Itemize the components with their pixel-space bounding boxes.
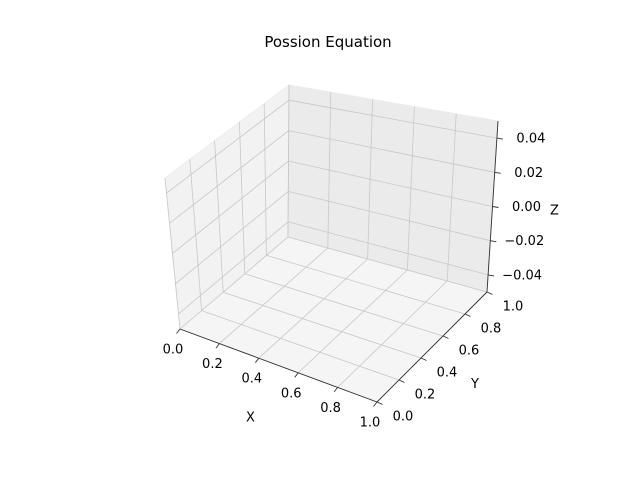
z-grid-back-4	[288, 99, 497, 139]
z-grid-back-0	[287, 221, 489, 276]
y-grid-floor-4	[266, 255, 466, 315]
x-grid-floor-4	[337, 280, 448, 388]
x-tick-label-3: 0.6	[281, 386, 302, 401]
x-grid-floor-2	[258, 258, 368, 359]
y-tick-5	[486, 291, 493, 295]
z-tick-label-3: 0.02	[514, 166, 543, 181]
y-grid-floor-5	[287, 236, 488, 293]
z-grid-left-1	[175, 191, 289, 285]
y-tick-label-4: 0.8	[481, 322, 502, 337]
x-tick-4	[333, 387, 338, 393]
chart-title: Possion Equation	[264, 33, 392, 51]
z-tick-1	[490, 240, 497, 243]
z-grid-back-1	[288, 191, 491, 242]
y-grid-floor-3	[244, 273, 444, 337]
axis-panes	[164, 83, 499, 403]
z-tick-label-1: −0.02	[504, 234, 544, 249]
x-tick-label-1: 0.2	[202, 357, 223, 372]
y-tick-label-3: 0.6	[459, 344, 480, 359]
y-tick-1	[398, 379, 405, 383]
z-tick-2	[492, 206, 499, 208]
z-grid-left-4	[166, 99, 290, 194]
tick-labels: 0.00.20.40.60.81.0 0.00.20.40.60.81.0−0.0…	[163, 132, 546, 431]
y-tick-4	[464, 313, 471, 317]
z-tick-0	[488, 274, 495, 277]
z-grid-back-3	[288, 130, 495, 173]
x-grid-floor-0	[179, 236, 289, 330]
x-tick-2	[254, 357, 260, 363]
y-tick-3	[442, 335, 449, 339]
x-tick-3	[294, 372, 299, 378]
z-grid-left-3	[169, 130, 289, 224]
z-tick-label-4: 0.04	[516, 132, 545, 147]
x-tick-label-4: 0.8	[320, 401, 341, 416]
z-grid-left-0	[178, 221, 289, 315]
z-tick-4	[496, 137, 503, 140]
z-tick-label-0: −0.04	[502, 268, 542, 283]
x-tick-label-5: 1.0	[360, 416, 381, 431]
x-tick-label-0: 0.0	[163, 343, 184, 358]
z-tick-label-2: 0.00	[512, 200, 541, 215]
z-axis-label: Z	[550, 204, 559, 219]
y-tick-label-5: 1.0	[503, 300, 524, 315]
y-grid-floor-2	[223, 291, 422, 359]
y-tick-0	[376, 401, 383, 405]
y-axis-label: Y	[470, 377, 479, 392]
y-grid-floor-1	[201, 310, 400, 381]
z-tick-3	[494, 171, 501, 174]
x-grid-floor-1	[219, 247, 329, 344]
y-tick-label-1: 0.2	[415, 388, 436, 403]
x-grid-floor-3	[297, 269, 408, 374]
x-tick-5	[373, 401, 378, 407]
x-tick-label-2: 0.4	[241, 372, 262, 387]
x-tick-0	[176, 328, 181, 334]
y-tick-2	[420, 357, 427, 361]
z-grid-left-2	[172, 160, 289, 254]
x-tick-1	[215, 343, 220, 349]
x-axis-line	[179, 328, 378, 403]
y-tick-label-2: 0.4	[437, 366, 458, 381]
tick-marks	[176, 137, 503, 407]
y-axis-line	[376, 291, 488, 403]
y-tick-label-0: 0.0	[393, 410, 414, 425]
x-axis-label: X	[246, 411, 255, 426]
z-grid-back-2	[288, 160, 493, 207]
